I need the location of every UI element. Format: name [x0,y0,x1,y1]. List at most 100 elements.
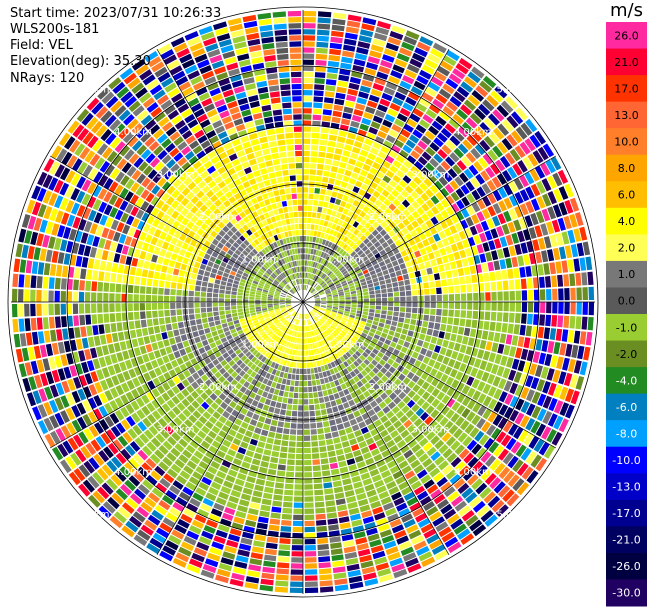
velocity-gate [189,439,200,449]
velocity-gate [486,179,497,192]
velocity-gate [130,182,140,193]
velocity-gate [224,302,231,307]
velocity-gate [303,217,307,223]
velocity-gate [194,297,200,302]
velocity-gate [410,86,423,96]
velocity-gate [226,539,239,548]
velocity-gate [519,203,529,216]
velocity-gate [325,214,331,221]
velocity-gate [154,66,168,78]
velocity-gate [418,453,429,463]
velocity-gate [559,402,570,417]
velocity-gate [54,303,60,315]
velocity-gate [182,130,193,140]
velocity-gate [273,302,279,304]
velocity-gate [338,74,350,82]
velocity-gate [313,471,322,478]
velocity-gate [434,549,449,561]
velocity-gate [261,297,267,301]
velocity-gate [368,225,375,233]
velocity-gate [424,365,433,374]
velocity-gate [42,190,53,204]
velocity-gate [511,335,519,346]
velocity-gate [227,278,234,284]
velocity-gate [237,329,244,335]
velocity-gate [171,322,178,330]
velocity-gate [113,511,127,524]
velocity-gate [116,273,123,283]
velocity-gate [344,289,350,293]
velocity-gate [33,217,43,232]
velocity-gate [214,199,222,208]
velocity-gate [260,234,267,241]
velocity-gate [439,60,454,72]
velocity-gate [319,194,325,201]
velocity-gate [271,265,276,271]
velocity-gate [430,288,436,295]
velocity-gate [282,272,287,278]
velocity-gate [473,292,479,301]
velocity-gate [176,255,184,263]
velocity-gate [276,470,286,477]
velocity-gate [476,244,484,254]
velocity-gate [506,134,518,147]
velocity-gate [111,263,119,273]
velocity-gate [273,303,279,306]
velocity-gate [304,453,312,460]
velocity-gate [81,179,92,192]
velocity-gate [467,94,481,107]
velocity-gate [335,142,345,149]
velocity-gate [50,329,57,342]
velocity-gate [330,333,335,339]
velocity-gate [412,296,418,302]
velocity-gate [226,230,234,237]
velocity-gate [485,251,493,262]
velocity-gate [555,261,562,274]
velocity-gate [353,344,359,350]
velocity-gate [196,406,206,415]
velocity-gate [365,106,376,115]
velocity-gate [126,379,135,390]
velocity-gate [434,345,441,353]
velocity-gate [310,435,318,441]
velocity-gate [68,471,81,486]
velocity-gate [192,331,199,338]
velocity-gate [284,347,288,354]
velocity-gate [375,289,381,294]
velocity-gate [329,48,342,56]
velocity-gate [351,302,357,305]
velocity-gate [356,357,363,365]
velocity-gate [385,507,397,517]
velocity-gate [120,212,129,223]
velocity-gate [305,254,308,260]
velocity-gate [422,114,434,124]
velocity-gate [232,438,242,446]
velocity-gate [254,366,260,373]
velocity-gate [164,104,176,115]
velocity-gate [175,427,185,437]
velocity-gate [359,278,366,283]
velocity-gate [138,161,149,172]
velocity-gate [216,470,227,479]
velocity-gate [241,324,248,329]
velocity-gate [294,325,297,331]
velocity-gate [188,308,195,314]
velocity-gate [198,347,206,355]
velocity-gate [549,328,557,341]
velocity-gate [115,171,125,183]
velocity-gate [196,541,210,551]
velocity-gate [134,276,141,285]
velocity-gate [273,299,279,301]
velocity-gate [375,305,382,310]
velocity-gate [196,165,206,175]
velocity-gate [441,384,450,394]
velocity-gate [268,406,275,413]
velocity-gate [364,382,372,390]
velocity-gate [426,384,435,394]
velocity-gate [124,95,137,108]
velocity-gate [394,529,407,539]
velocity-gate [494,159,506,172]
velocity-gate [15,348,24,363]
velocity-gate [291,288,296,293]
velocity-gate [201,339,209,347]
